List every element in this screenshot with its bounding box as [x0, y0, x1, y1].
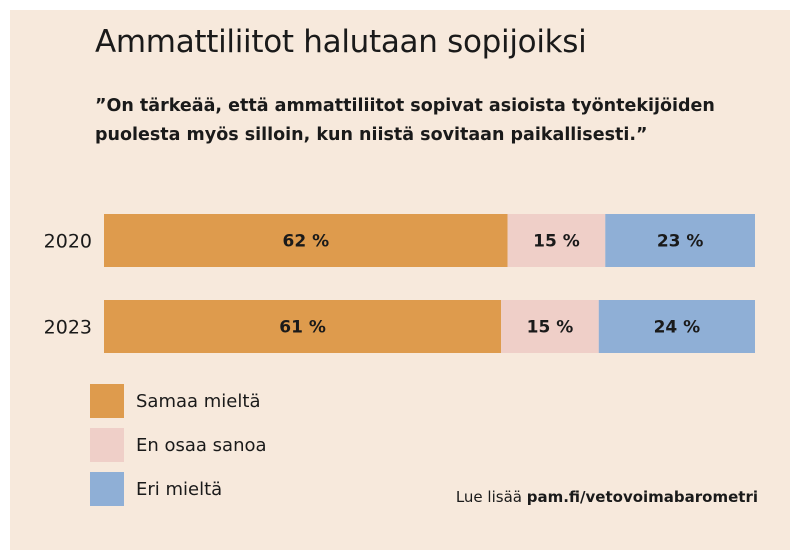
data-label-agree-2023: 61 %	[279, 318, 326, 338]
legend-label-dont-know: En osaa sanoa	[136, 434, 267, 456]
chart-card	[10, 10, 790, 550]
data-label-disagree-2023: 24 %	[654, 318, 701, 338]
legend-item-agree: Samaa mieltä	[90, 383, 267, 419]
data-label-disagree-2020: 23 %	[657, 232, 704, 252]
data-label-agree-2020: 62 %	[283, 232, 330, 252]
legend-swatch-agree	[90, 384, 124, 418]
chart-subtitle: ”On tärkeää, että ammattiliitot sopivat …	[95, 96, 715, 145]
legend-item-dont-know: En osaa sanoa	[90, 427, 267, 463]
legend-swatch-dont-know	[90, 428, 124, 462]
bar-agree-2020	[104, 214, 508, 267]
data-label-dont-know-2020: 15 %	[533, 232, 580, 252]
legend: Samaa mieltä En osaa sanoa Eri mieltä	[90, 383, 267, 515]
read-more-link[interactable]: Lue lisää pam.fi/vetovoimabarometri	[456, 488, 758, 506]
bar-agree-2023	[104, 300, 502, 353]
legend-item-disagree: Eri mieltä	[90, 471, 267, 507]
bar-disagree-2020	[605, 214, 755, 267]
y-tick-label-2020: 2020	[44, 231, 92, 253]
bar-dont-know-2020	[507, 214, 606, 267]
legend-label-agree: Samaa mieltä	[136, 390, 261, 412]
y-tick-label-2023: 2023	[44, 317, 92, 339]
read-more-url[interactable]: pam.fi/vetovoimabarometri	[526, 488, 758, 506]
chart-title: Ammattiliitot halutaan sopijoiksi	[95, 24, 587, 60]
data-label-dont-know-2023: 15 %	[527, 318, 574, 338]
bar-dont-know-2023	[501, 300, 599, 353]
legend-label-disagree: Eri mieltä	[136, 478, 223, 500]
legend-swatch-disagree	[90, 472, 124, 506]
bar-disagree-2023	[598, 300, 755, 353]
read-more-prefix: Lue lisää	[455, 488, 527, 506]
